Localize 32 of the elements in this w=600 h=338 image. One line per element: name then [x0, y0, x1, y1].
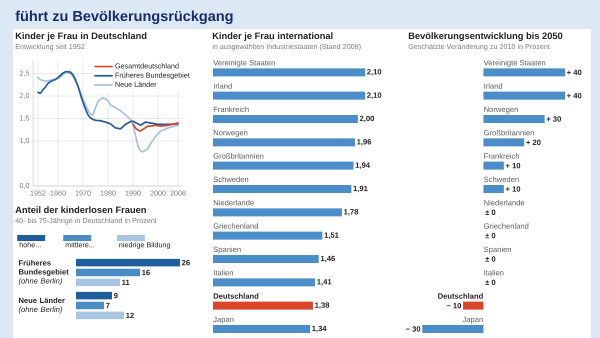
text: führt zu Bevölkerungsrückgang	[15, 10, 233, 24]
bar	[483, 185, 504, 194]
bar	[483, 68, 565, 76]
bar	[213, 185, 352, 194]
bar	[213, 325, 310, 334]
bar	[213, 162, 354, 170]
bar	[76, 258, 180, 266]
bar	[76, 278, 120, 286]
bar	[483, 115, 545, 123]
chart-title: Kinder je Frau international	[212, 32, 332, 41]
bar	[422, 325, 484, 334]
bar	[76, 302, 104, 310]
bar	[213, 92, 366, 100]
bar	[213, 115, 358, 123]
bar	[213, 68, 366, 76]
bar	[213, 302, 313, 310]
bar	[213, 255, 319, 264]
bar	[463, 302, 484, 310]
bar	[76, 268, 140, 276]
bar	[483, 162, 504, 170]
chart-title: Anteil der kinderlosen Frauen	[15, 206, 146, 214]
bar	[213, 208, 342, 216]
chart-title: Bevölkerungsentwicklung bis 2050	[408, 32, 562, 41]
bar	[213, 232, 322, 240]
bar	[213, 278, 316, 286]
bar	[483, 138, 524, 146]
chart-title: Kinder je Frau in Deutschland	[16, 32, 146, 41]
bar	[213, 138, 355, 146]
bar	[483, 92, 565, 100]
bar	[76, 312, 124, 320]
line-series	[132, 122, 179, 132]
bar	[76, 292, 112, 300]
